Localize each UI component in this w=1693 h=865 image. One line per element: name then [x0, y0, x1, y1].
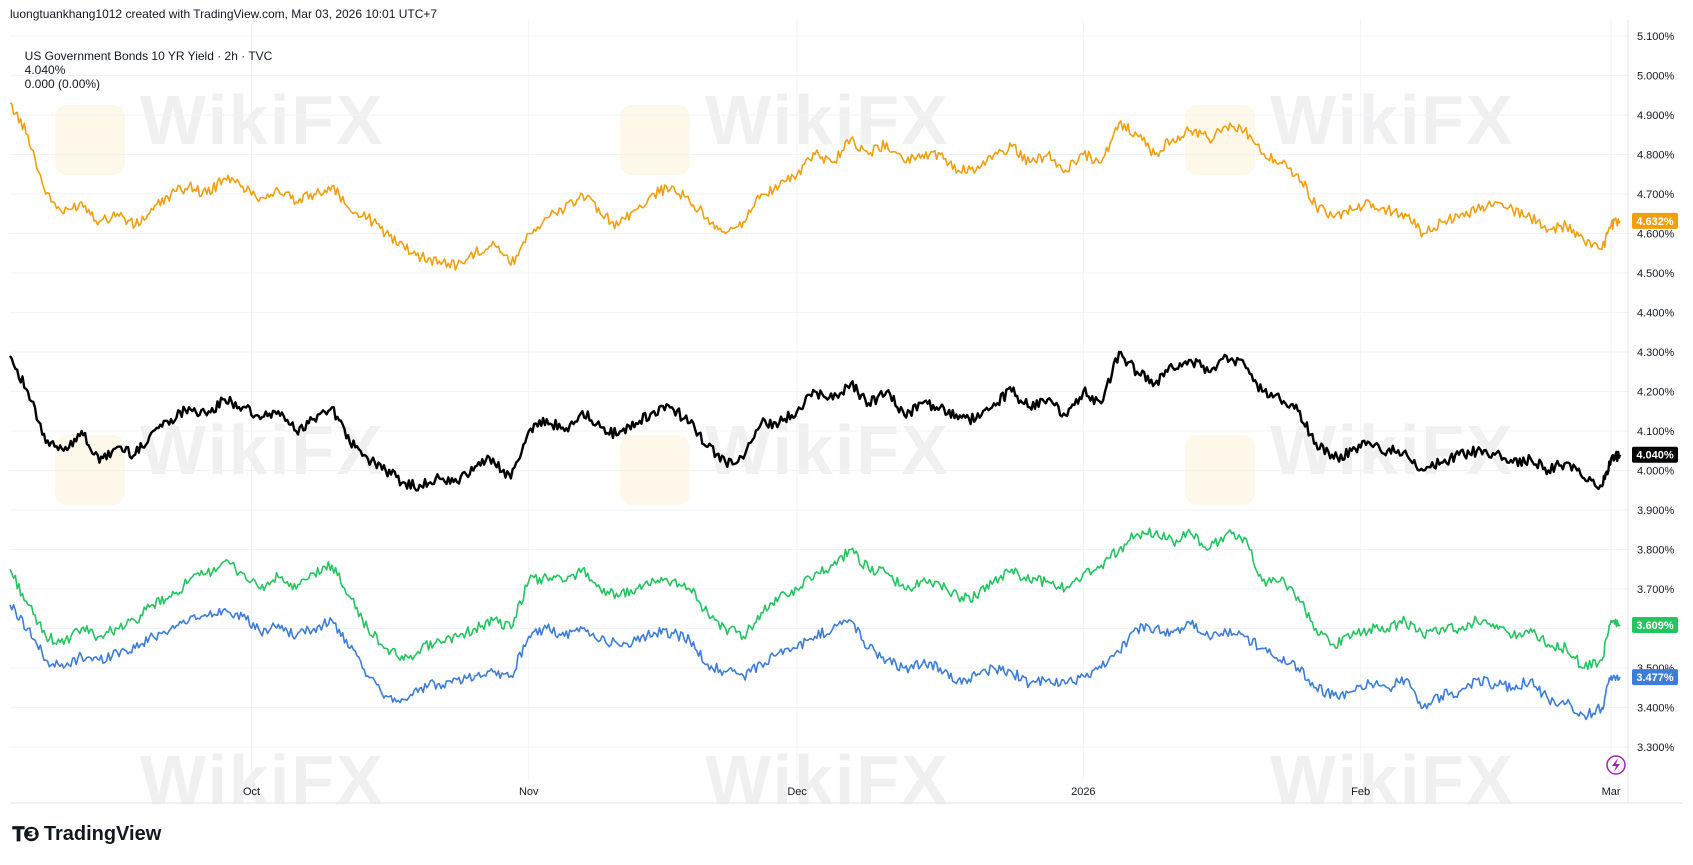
x-tick-label: Dec: [787, 786, 807, 798]
price-axis: 5.100% 5.000% 4.900% 4.800% 4.700% 4.600% 4.50…: [1627, 20, 1675, 803]
y-tick-label: 4.500%: [1637, 268, 1675, 280]
symbol-legend[interactable]: US Government Bonds 10 YR Yield · 2h · T…: [18, 35, 278, 91]
x-tick-label: Nov: [519, 786, 539, 798]
series-line-10y[interactable]: [8, 350, 1622, 492]
y-tick-label: 5.000%: [1637, 71, 1675, 83]
last-price-label: 4.632%: [1636, 216, 1674, 228]
x-tick-label: Oct: [243, 786, 260, 798]
y-tick-label: 4.800%: [1637, 150, 1675, 162]
y-tick-label: 3.400%: [1637, 703, 1675, 715]
series-layer: [8, 102, 1622, 721]
series-line-5y[interactable]: [9, 527, 1621, 671]
last-price-label: 4.040%: [1636, 450, 1674, 462]
last-price-badges: 4.632% 4.040% 3.609% 3.477%: [1632, 212, 1678, 686]
y-tick-label: 4.700%: [1637, 189, 1675, 201]
tradingview-logo[interactable]: 𝐓❸ TradingView: [12, 822, 161, 846]
change-value: 0.000 (0.00%): [24, 77, 101, 91]
y-tick-label: 4.400%: [1637, 308, 1675, 320]
last-price-badge: [1632, 616, 1678, 633]
brand-name: TradingView: [43, 822, 162, 845]
y-tick-label: 5.100%: [1637, 31, 1675, 43]
y-tick-label: 4.300%: [1637, 347, 1675, 359]
last-price-label: 3.609%: [1636, 620, 1674, 632]
lightning-icon[interactable]: [1606, 755, 1626, 775]
y-tick-label: 3.300%: [1637, 742, 1675, 754]
chart-grid: [10, 20, 1630, 780]
attribution-text: luongtuankhang1012 created with TradingV…: [10, 7, 438, 21]
last-price-label: 3.477%: [1636, 672, 1674, 684]
series-line-2y[interactable]: [9, 603, 1621, 721]
y-tick-label: 4.000%: [1637, 466, 1675, 478]
y-tick-label: 4.900%: [1637, 110, 1675, 122]
series-line-30y[interactable]: [9, 102, 1621, 271]
last-price-badge: [1632, 669, 1678, 686]
y-tick-label: 3.800%: [1637, 545, 1675, 557]
y-tick-label: 4.100%: [1637, 426, 1675, 438]
symbol-title: US Government Bonds 10 YR Yield · 2h · T…: [24, 49, 273, 63]
last-price-badge: [1632, 446, 1678, 463]
y-tick-label: 3.700%: [1637, 584, 1675, 596]
last-value: 4.040%: [24, 63, 66, 77]
x-tick-label: Feb: [1351, 786, 1370, 798]
x-tick-label: 2026: [1071, 786, 1095, 798]
last-price-badge: [1632, 212, 1678, 229]
tradingview-logo-icon: 𝐓❸: [12, 822, 40, 846]
y-tick-label: 3.900%: [1637, 505, 1675, 517]
y-tick-label: 4.600%: [1637, 229, 1675, 241]
y-tick-label: 4.200%: [1637, 387, 1675, 399]
time-axis: Oct Nov Dec 2026 Feb Mar: [10, 786, 1683, 804]
x-tick-label: Mar: [1602, 786, 1621, 798]
